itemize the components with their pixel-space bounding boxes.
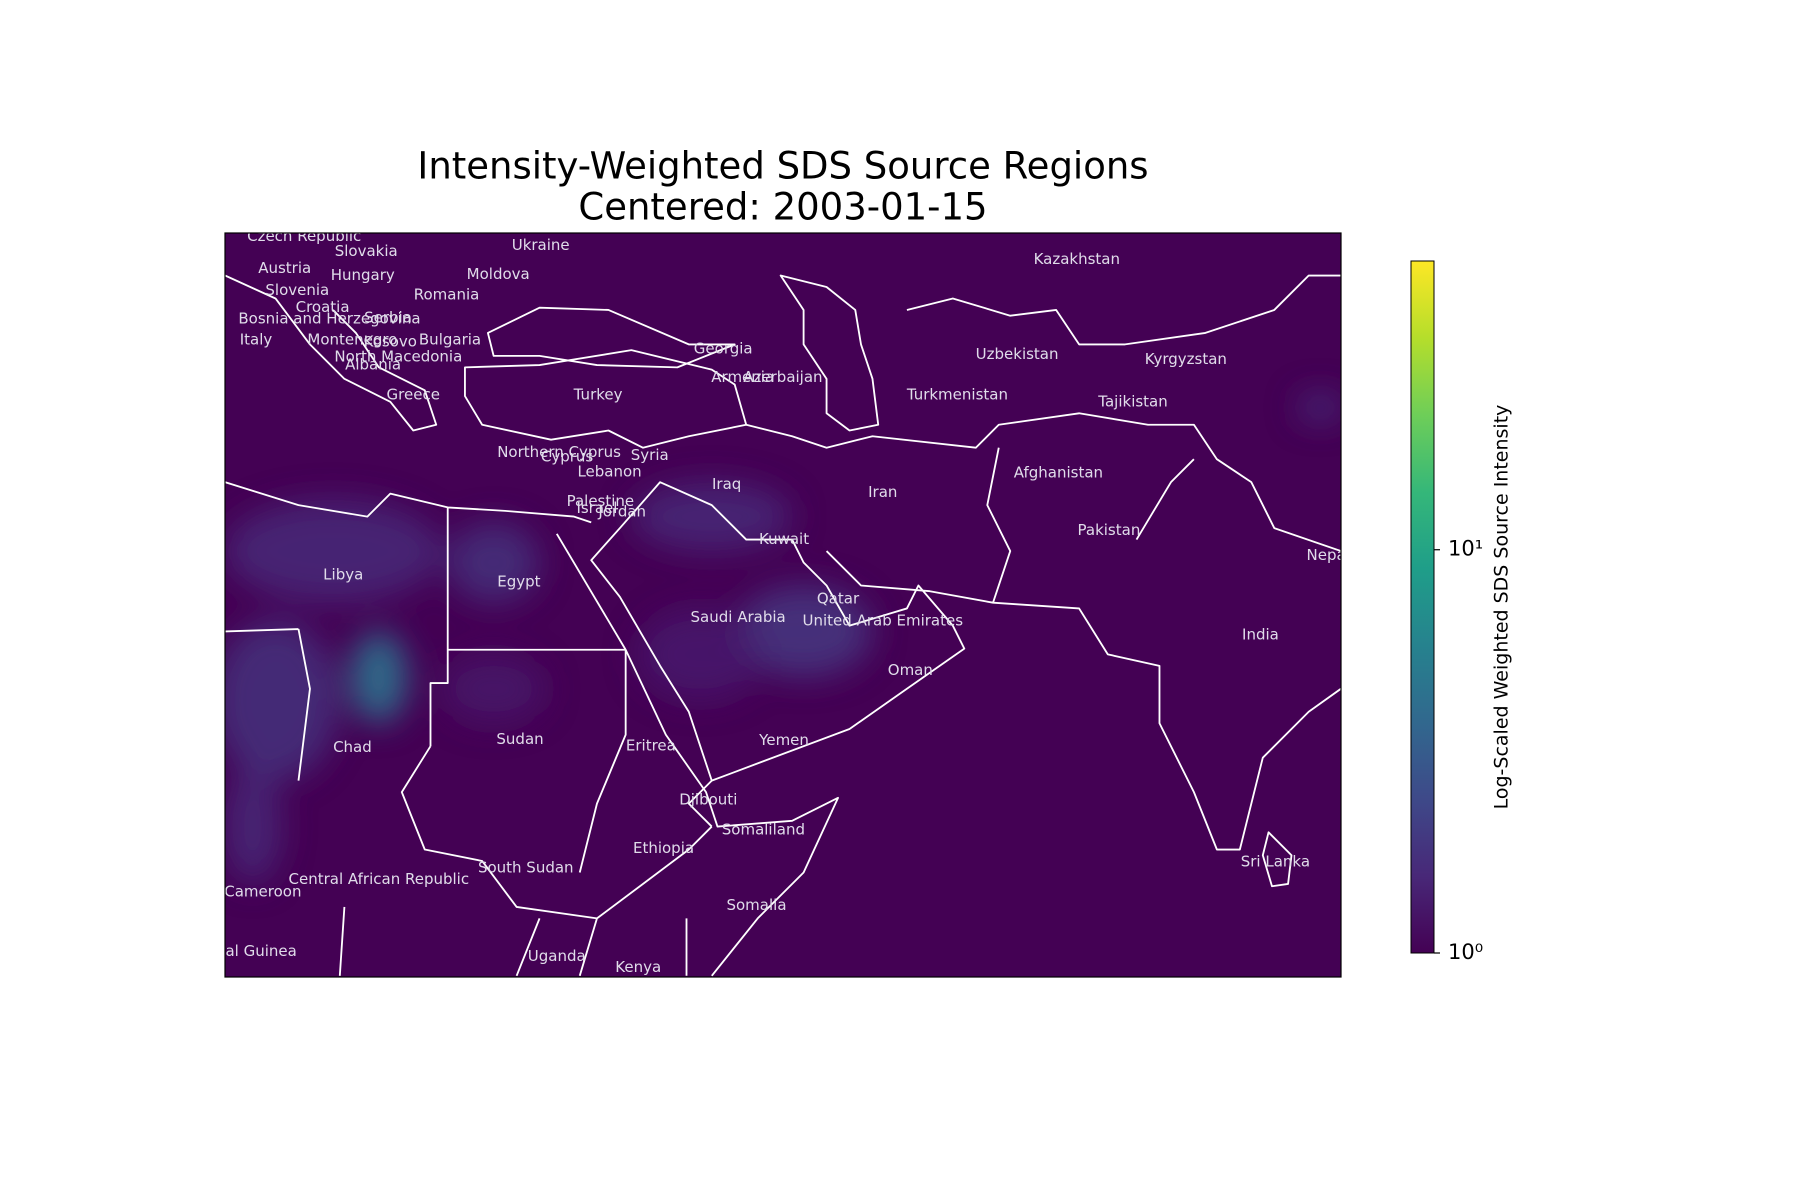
colorbar-tick-label: 10⁰ <box>1448 940 1483 964</box>
country-label: Kyrgyzstan <box>1145 350 1227 368</box>
country-label: Iran <box>868 483 897 501</box>
colorbar-tick-label: 10¹ <box>1448 537 1483 561</box>
country-label: Palestine <box>567 492 635 510</box>
country-label: Turkmenistan <box>906 385 1008 403</box>
country-label: Sri Lanka <box>1241 853 1310 871</box>
borders <box>225 274 1341 977</box>
country-label: Ethiopia <box>633 839 694 857</box>
country-label: Croatia <box>296 298 350 316</box>
map-frame <box>224 232 1342 978</box>
country-label: Nepal <box>1307 546 1350 564</box>
country-label: Oman <box>888 661 933 679</box>
country-label: Montenegro <box>307 330 397 348</box>
country-label: Bosnia and Herzegovina <box>238 310 420 328</box>
country-label: Uzbekistan <box>976 345 1059 363</box>
intensity-field <box>225 393 1341 884</box>
country-label: Slovenia <box>265 281 329 299</box>
country-label: Italy <box>240 330 273 348</box>
country-label: United Arab Emirates <box>803 612 964 630</box>
country-label: Moldova <box>467 265 530 283</box>
country-label: Czech Republic <box>247 227 361 245</box>
country-label: Egypt <box>497 573 540 591</box>
country-label: Bulgaria <box>419 330 481 348</box>
country-label: Georgia <box>694 339 753 357</box>
country-label: Sudan <box>496 730 543 748</box>
country-label: Cyprus <box>541 447 594 465</box>
country-label: Austria <box>258 259 311 277</box>
country-label: Somalia <box>726 896 786 914</box>
colorbar <box>1410 260 1435 954</box>
country-label: Iraq <box>712 475 741 493</box>
country-label: Syria <box>631 446 669 464</box>
country-label: Saudi Arabia <box>691 608 786 626</box>
country-label: South Sudan <box>478 858 574 876</box>
map-area: Czech Republic Ukraine Kazakhstan Slovakia A… <box>162 227 1350 977</box>
country-label: Yemen <box>758 731 809 749</box>
country-label: Cameroon <box>224 882 301 900</box>
country-label: Tajikistan <box>1097 392 1167 410</box>
country-label: Romania <box>414 286 480 304</box>
country-label: Slovakia <box>335 242 398 260</box>
title: Intensity-Weighted SDS Source Regions <box>417 145 1148 188</box>
country-label: Armenia <box>711 368 774 386</box>
country-label: Kuwait <box>759 530 809 548</box>
country-label: Israel <box>576 499 617 517</box>
colorbar-label: Log-Scaled Weighted SDS Source Intensity <box>1491 405 1513 810</box>
country-label: Lebanon <box>577 462 641 480</box>
country-label: North Macedonia <box>334 348 462 366</box>
country-label: Central African Republic <box>289 870 470 888</box>
country-label: Northern Cyprus <box>497 443 621 461</box>
country-labels: Czech Republic Ukraine Kazakhstan Slovakia A… <box>162 227 1350 976</box>
country-label: Djibouti <box>679 791 737 809</box>
subtitle: Centered: 2003-01-15 <box>578 186 987 229</box>
country-label: Libya <box>323 566 363 584</box>
country-label: Albania <box>345 356 401 374</box>
country-label: Turkey <box>573 385 623 403</box>
country-label: Equatorial Guinea <box>162 942 296 960</box>
country-label: India <box>1242 625 1279 643</box>
country-label: Jordan <box>597 502 646 520</box>
country-label: Qatar <box>817 590 860 608</box>
country-label: Azerbaijan <box>743 368 822 386</box>
country-label: Greece <box>387 385 440 403</box>
country-label: Kenya <box>615 958 661 976</box>
country-label: Kosovo <box>364 333 417 351</box>
country-label: Kazakhstan <box>1034 250 1120 268</box>
country-label: Hungary <box>331 266 395 284</box>
country-label: Pakistan <box>1078 521 1141 539</box>
country-label: Somaliland <box>722 820 805 838</box>
country-label: Ukraine <box>512 236 570 254</box>
country-label: Eritrea <box>626 737 676 755</box>
country-label: Uganda <box>528 947 586 965</box>
country-label: Chad <box>333 738 372 756</box>
country-label: Afghanistan <box>1014 463 1103 481</box>
country-label: Serbia <box>364 308 412 326</box>
